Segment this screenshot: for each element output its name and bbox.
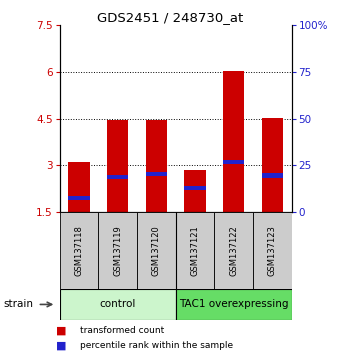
Text: GSM137118: GSM137118 (74, 225, 84, 276)
Bar (68, 196, 90, 200)
Bar (184, 186, 206, 190)
Bar (262, 173, 283, 178)
Bar (146, 172, 167, 176)
Bar (60, 212, 98, 289)
Text: GSM137121: GSM137121 (190, 225, 199, 276)
Text: ■: ■ (56, 326, 67, 336)
Text: control: control (100, 299, 136, 309)
Bar (107, 120, 128, 212)
Bar (262, 118, 283, 212)
Text: GSM137119: GSM137119 (113, 225, 122, 276)
Bar (223, 160, 244, 164)
Bar (223, 72, 244, 212)
Bar (176, 212, 214, 289)
Bar (184, 170, 206, 212)
Text: transformed count: transformed count (80, 326, 164, 336)
Bar (214, 212, 253, 289)
Bar (107, 175, 128, 179)
Text: GSM137123: GSM137123 (268, 225, 277, 276)
Text: GSM137122: GSM137122 (229, 225, 238, 276)
Text: GSM137120: GSM137120 (152, 225, 161, 276)
Bar (146, 120, 167, 212)
Text: GDS2451 / 248730_at: GDS2451 / 248730_at (98, 11, 243, 24)
Bar (60, 289, 176, 320)
Text: percentile rank within the sample: percentile rank within the sample (80, 341, 233, 350)
Bar (98, 212, 137, 289)
Text: ■: ■ (56, 340, 67, 350)
Bar (68, 162, 90, 212)
Text: strain: strain (3, 299, 33, 309)
Text: TAC1 overexpressing: TAC1 overexpressing (179, 299, 288, 309)
Bar (253, 212, 292, 289)
Bar (137, 212, 176, 289)
Bar (176, 289, 292, 320)
